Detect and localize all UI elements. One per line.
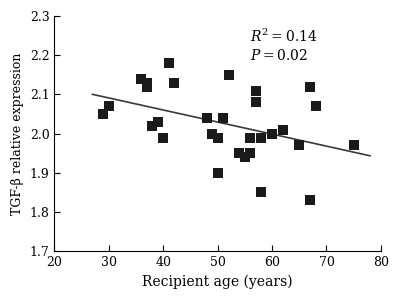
X-axis label: Recipient age (years): Recipient age (years) [142,274,293,289]
Point [247,135,254,140]
Point [171,80,177,85]
Point [149,123,156,128]
Point [214,135,221,140]
Point [350,143,357,148]
Point [236,151,243,156]
Point [258,135,264,140]
Point [269,131,275,136]
Point [209,131,216,136]
Y-axis label: TGF-β relative expression: TGF-β relative expression [11,52,24,215]
Point [166,61,172,65]
Point [100,112,106,116]
Point [138,76,145,81]
Point [225,73,232,77]
Point [214,170,221,175]
Text: $R^2 = 0.14$
$P = 0.02$: $R^2 = 0.14$ $P = 0.02$ [250,28,318,63]
Point [258,190,264,195]
Point [154,119,161,124]
Point [144,84,150,89]
Point [307,84,313,89]
Point [204,116,210,120]
Point [252,88,259,93]
Point [242,155,248,160]
Point [160,135,166,140]
Point [296,143,302,148]
Point [144,80,150,85]
Point [252,100,259,105]
Point [247,151,254,156]
Point [312,104,319,109]
Point [220,116,226,120]
Point [280,127,286,132]
Point [307,198,313,203]
Point [106,104,112,109]
